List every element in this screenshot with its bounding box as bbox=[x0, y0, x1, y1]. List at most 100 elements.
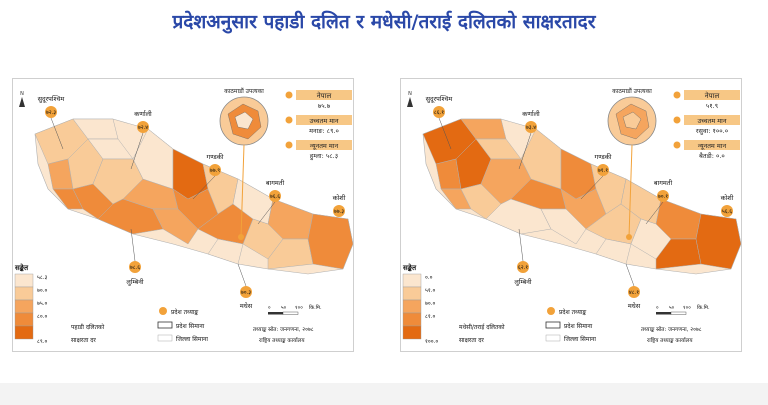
legend-class: ८९.० bbox=[37, 339, 47, 345]
legend-title: सङ्केत bbox=[14, 263, 29, 272]
svg-text:१००: १०० bbox=[683, 305, 691, 311]
province-name: गण्डकी bbox=[595, 153, 612, 161]
province-dot bbox=[333, 205, 345, 217]
province-name: गण्डकी bbox=[207, 153, 224, 161]
district-boundary-label: जिल्ला सिमाना bbox=[176, 335, 208, 343]
highest-label: उच्चतम मान bbox=[698, 117, 727, 125]
province-dot bbox=[597, 164, 609, 176]
svg-text:५०: ५० bbox=[669, 305, 675, 311]
office-text: राष्ट्रिय तथ्याङ्क कार्यालय bbox=[647, 337, 693, 344]
province-value: ६२.१ bbox=[518, 265, 528, 271]
province-labels: सुदूरपश्चिम ८६.१ कर्णाली ७३.४ गण्डकी ७१.… bbox=[426, 95, 734, 310]
province-dot bbox=[628, 286, 640, 298]
kathmandu-label: काठमाडौं उपत्यका bbox=[224, 87, 264, 95]
kathmandu-valley-inset: काठमाडौं उपत्यका bbox=[219, 87, 269, 240]
province-value: ७६.६ bbox=[270, 194, 280, 200]
nepal-value: ७५.७ bbox=[318, 102, 331, 110]
province-dot bbox=[137, 121, 149, 133]
lowest-value: हुम्ला: ५८.३ bbox=[310, 152, 338, 161]
province-boundary-label: प्रदेश सिमाना bbox=[176, 322, 205, 330]
legend-class: ७०.० bbox=[37, 288, 47, 294]
office-text: राष्ट्रिय तथ्याङ्क कार्यालय bbox=[259, 337, 305, 344]
legend: सङ्केत ५८.३ ७०.० ७५.० ८०.० ८९.० पहाडी दल… bbox=[14, 263, 208, 345]
province-dot bbox=[209, 164, 221, 176]
province-value: ७१.१ bbox=[598, 168, 608, 174]
svg-text:०: ० bbox=[656, 305, 659, 311]
svg-text:कि.मि.: कि.मि. bbox=[309, 304, 322, 311]
nepal-label: नेपाल bbox=[317, 91, 332, 100]
province-value: ७२.३ bbox=[46, 110, 56, 116]
dot-legend-label: प्रदेश तथ्याङ्क bbox=[559, 308, 586, 316]
province-dot bbox=[517, 261, 529, 273]
province-name: कर्णाली bbox=[134, 110, 152, 118]
svg-text:५०: ५० bbox=[281, 305, 287, 311]
nepal-districts bbox=[34, 118, 353, 275]
province-value: ७७.३ bbox=[334, 209, 344, 215]
province-value: ५६.६ bbox=[722, 209, 732, 215]
north-arrow-icon: N bbox=[19, 91, 25, 107]
province-value: ७२.४ bbox=[138, 125, 148, 131]
province-name: मधेस bbox=[628, 302, 641, 310]
kathmandu-label: काठमाडौं उपत्यका bbox=[612, 87, 652, 95]
province-dot bbox=[129, 261, 141, 273]
province-dot bbox=[45, 106, 57, 118]
legend-title: सङ्केत bbox=[402, 263, 417, 272]
province-dot bbox=[433, 106, 445, 118]
province-dot bbox=[721, 205, 733, 217]
svg-text:०: ० bbox=[268, 305, 271, 311]
province-name: मधेस bbox=[240, 302, 253, 310]
source-text: तथ्याङ्क स्रोत: जनगणना, २०७८ bbox=[641, 326, 702, 333]
province-name: कोशी bbox=[333, 194, 346, 202]
province-dot bbox=[525, 121, 537, 133]
dot-legend-label: प्रदेश तथ्याङ्क bbox=[171, 308, 198, 316]
legend-class: ८१.० bbox=[425, 314, 435, 320]
legend-class: ०.० bbox=[425, 275, 433, 281]
province-name: कर्णाली bbox=[522, 110, 540, 118]
source-text: तथ्याङ्क स्रोत: जनगणना, २०७८ bbox=[253, 326, 314, 333]
province-labels: सुदूरपश्चिम ७२.३ कर्णाली ७२.४ गण्डकी ७७.… bbox=[38, 95, 346, 310]
scale-and-source: ० ५० १०० कि.मि. तथ्याङ्क स्रोत: जनगणना, … bbox=[253, 304, 322, 344]
legend-caption: मधेसी/तराई दलितको bbox=[459, 323, 505, 331]
district-boundary-label: जिल्ला सिमाना bbox=[564, 335, 596, 343]
legend-class: ७०.० bbox=[425, 301, 435, 307]
madhesi-dalit-map-panel: N काठमाडौं उपत्यका ने bbox=[400, 78, 742, 352]
svg-text:N: N bbox=[20, 91, 24, 97]
province-name: बागमती bbox=[654, 179, 673, 187]
lowest-label: न्यूनतम मान bbox=[698, 142, 727, 150]
highest-value: मनाङ: ८९.० bbox=[309, 127, 339, 135]
svg-text:N: N bbox=[408, 91, 412, 97]
legend-class: ८०.० bbox=[37, 314, 47, 320]
province-value: ७७.९ bbox=[210, 168, 220, 174]
hill-dalit-map: N काठमाडौं उपत्यका bbox=[14, 87, 353, 345]
nepal-value: ५१.९ bbox=[706, 102, 718, 110]
province-dot bbox=[240, 286, 252, 298]
nepal-label: नेपाल bbox=[705, 91, 720, 100]
legend-caption: पहाडी दलितको bbox=[71, 323, 105, 331]
legend-class: ५८.३ bbox=[37, 275, 47, 281]
province-value: ७०.३ bbox=[241, 290, 251, 296]
province-value: ७३.४ bbox=[526, 125, 536, 131]
svg-text:कि.मि.: कि.मि. bbox=[697, 304, 710, 311]
province-boundary-label: प्रदेश सिमाना bbox=[564, 322, 593, 330]
kathmandu-valley-inset: काठमाडौं उपत्यका bbox=[607, 87, 657, 240]
province-name: कोशी bbox=[721, 194, 734, 202]
province-value: ४८.१ bbox=[629, 290, 639, 296]
province-value: ७८.६ bbox=[130, 265, 140, 271]
legend: सङ्केत ०.० ५१.० ७०.० ८१.० १००.० मधेसी/तर… bbox=[402, 263, 596, 345]
lowest-label: न्यूनतम मान bbox=[310, 142, 339, 150]
province-name: लुम्बिनी bbox=[126, 278, 144, 286]
province-dot bbox=[657, 190, 669, 202]
bottom-strip bbox=[0, 383, 768, 405]
province-name: सुदूरपश्चिम bbox=[426, 95, 453, 103]
legend-class: ७५.० bbox=[37, 301, 47, 307]
page-title: प्रदेशअनुसार पहाडी दलित र मधेसी/तराई दलि… bbox=[172, 11, 596, 33]
legend-caption: साक्षरता दर bbox=[71, 337, 96, 344]
highest-value: रसुवा: १००.० bbox=[696, 127, 728, 135]
province-value: ८६.१ bbox=[434, 110, 444, 116]
province-dot bbox=[269, 190, 281, 202]
province-name: बागमती bbox=[266, 179, 285, 187]
scale-and-source: ० ५० १०० कि.मि. तथ्याङ्क स्रोत: जनगणना, … bbox=[641, 304, 710, 344]
province-name: सुदूरपश्चिम bbox=[38, 95, 65, 103]
legend-caption: साक्षरता दर bbox=[459, 337, 484, 344]
madhesi-dalit-map: N काठमाडौं उपत्यका ने bbox=[402, 87, 741, 345]
